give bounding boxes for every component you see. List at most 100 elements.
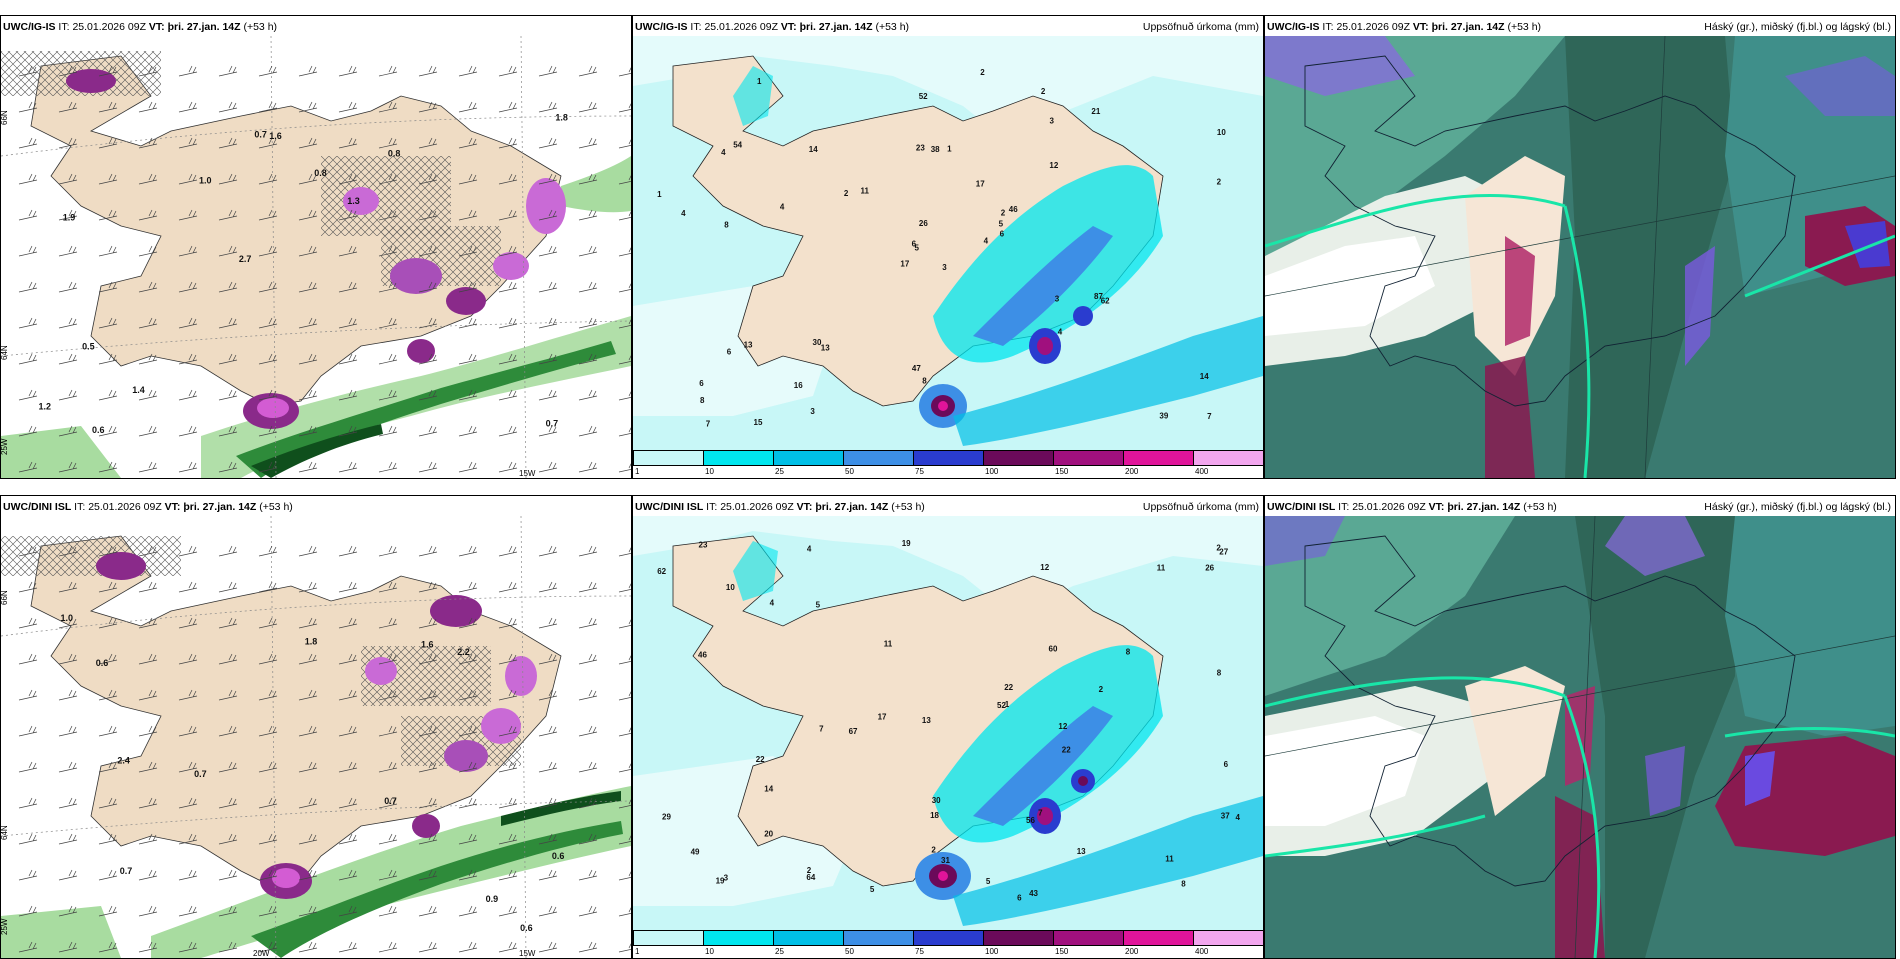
value-label: 8 — [724, 221, 729, 230]
value-label: 1.9 — [63, 213, 76, 223]
value-label: 22 — [1004, 683, 1013, 692]
value-label: 8 — [1181, 879, 1186, 888]
value-label: 6 — [1224, 760, 1229, 769]
wind-barb — [458, 545, 478, 557]
wind-barb — [298, 65, 318, 77]
wind-barb — [98, 725, 118, 737]
wind-barb — [18, 65, 38, 77]
value-label: 2 — [1001, 209, 1006, 218]
colorbar-swatch — [773, 930, 844, 946]
wind-barb — [498, 281, 518, 293]
it-label: IT: — [1322, 21, 1334, 33]
wind-barb — [578, 389, 598, 401]
wind-barb — [618, 655, 631, 665]
wind-barb — [218, 905, 238, 917]
colorbar-tick-label: 150 — [1055, 467, 1069, 476]
wind-barb — [298, 389, 318, 401]
wind-barb — [58, 581, 78, 593]
wind-barb — [98, 545, 118, 557]
wind-barb — [258, 461, 278, 473]
wind-barb — [18, 689, 38, 701]
wind-barb — [378, 281, 398, 293]
wind-barb — [138, 617, 158, 629]
wind-barb — [618, 175, 631, 185]
colorbar-swatch — [773, 450, 844, 466]
lon-label-20: 20W — [253, 949, 270, 958]
colorbar-tick-label: 25 — [775, 467, 784, 476]
wind-barb — [538, 545, 558, 557]
panel-title: Háský (gr.), miðský (fj.bl.) og lágský (… — [1704, 21, 1891, 33]
wind-barb — [218, 389, 238, 401]
wind-barb — [18, 761, 38, 773]
wind-barb — [498, 653, 518, 665]
lead-time: (+53 h) — [1507, 21, 1542, 33]
value-label: 30 — [932, 796, 941, 805]
wind-barb — [258, 389, 278, 401]
value-label: 67 — [849, 727, 858, 736]
lat-label-64: 64N — [1, 825, 9, 840]
wind-barb — [338, 353, 358, 365]
value-label: 3 — [1050, 117, 1055, 126]
wind-barb — [298, 869, 318, 881]
value-label: 60 — [1049, 644, 1058, 653]
wind-barb — [218, 137, 238, 149]
model-name: UWC/DINI ISL — [635, 501, 704, 513]
colorbar-tick-label: 10 — [705, 947, 714, 956]
wind-barb — [178, 317, 198, 329]
wind-barb — [418, 209, 438, 221]
value-label: 11 — [1157, 564, 1166, 573]
wind-barb — [18, 461, 38, 473]
wind-barb — [378, 65, 398, 77]
wind-barbs — [18, 65, 631, 473]
wind-barb — [458, 281, 478, 293]
value-label: 18 — [930, 811, 939, 820]
value-label: 39 — [1159, 412, 1168, 421]
value-label: 0.8 — [314, 168, 327, 178]
wind-barb — [378, 101, 398, 113]
wind-barb — [218, 581, 238, 593]
lon-label-25: 25W — [1, 918, 9, 935]
wind-barb — [538, 317, 558, 329]
wind-barb — [498, 617, 518, 629]
wind-barb — [458, 797, 478, 809]
value-label: 1.6 — [269, 131, 282, 141]
it-value: 25.01.2026 09Z — [72, 21, 146, 33]
wind-barb — [538, 725, 558, 737]
wind-barb — [258, 209, 278, 221]
value-label: 1 — [947, 145, 952, 154]
wind-barb — [218, 869, 238, 881]
wind-barb — [538, 65, 558, 77]
wind-barb — [538, 209, 558, 221]
wind-barb — [18, 425, 38, 437]
wind-barb — [178, 617, 198, 629]
wind-barb — [338, 389, 358, 401]
wind-barb — [258, 833, 278, 845]
wind-barb — [418, 65, 438, 77]
wind-barb — [498, 797, 518, 809]
wind-barb — [218, 245, 238, 257]
wind-barb — [458, 461, 478, 473]
wind-barb — [618, 355, 631, 365]
wind-barb — [338, 101, 358, 113]
it-label: IT: — [1338, 501, 1350, 513]
wind-barb — [578, 353, 598, 365]
value-label: 7 — [819, 725, 824, 734]
value-label: 87 — [1094, 292, 1103, 301]
wind-barb — [378, 209, 398, 221]
wind-barb — [378, 245, 398, 257]
value-label: 4 — [807, 544, 812, 553]
value-label: 2 — [931, 845, 936, 854]
wind-barb — [138, 725, 158, 737]
wind-barb — [138, 461, 158, 473]
wind-barb — [338, 725, 358, 737]
wind-barb — [298, 353, 318, 365]
wind-barb — [218, 725, 238, 737]
wind-barb — [418, 725, 438, 737]
value-label: 52 — [997, 701, 1006, 710]
value-label: 2 — [844, 189, 849, 198]
value-label: 1.0 — [199, 176, 212, 186]
wind-barb — [298, 101, 318, 113]
wind-barb — [18, 617, 38, 629]
wind-barb — [618, 871, 631, 881]
value-label: 3 — [1055, 295, 1060, 304]
